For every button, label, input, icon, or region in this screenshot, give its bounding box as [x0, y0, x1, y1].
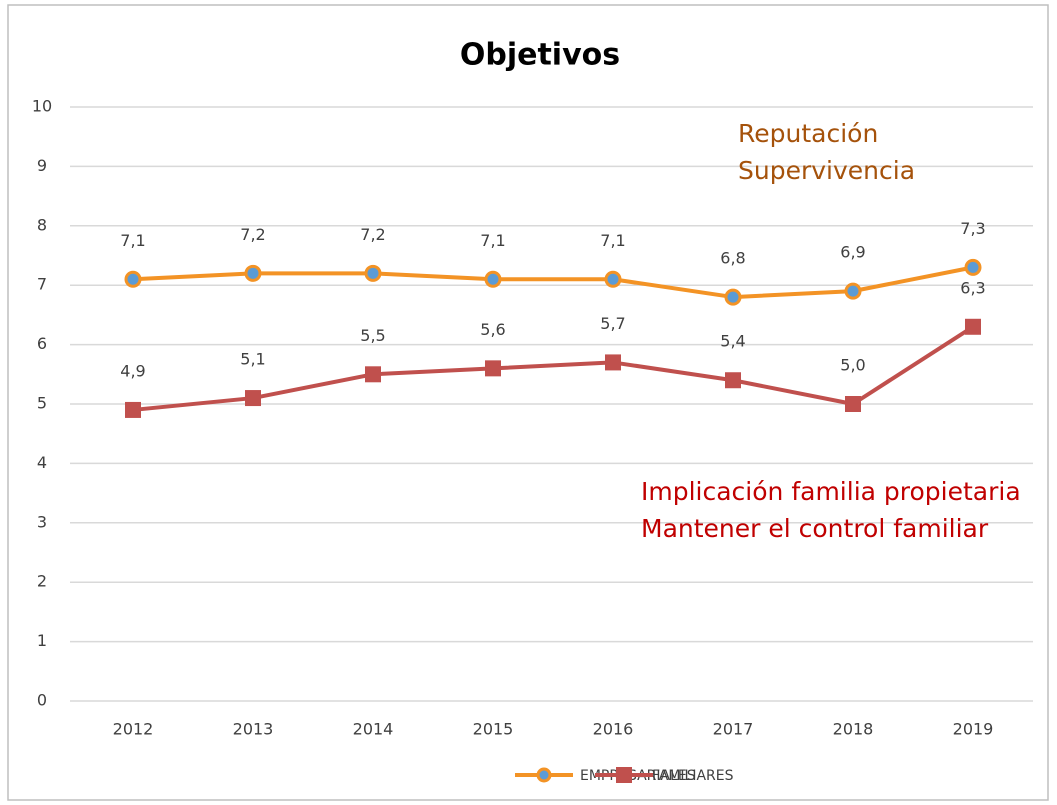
x-tick-label: 2016 — [593, 720, 634, 739]
legend-label: FAMILIARES — [652, 768, 734, 784]
legend-marker — [616, 767, 632, 783]
marker — [605, 354, 621, 371]
data-label: 6,3 — [960, 278, 985, 297]
marker — [244, 264, 262, 282]
x-tick-label: 2013 — [233, 720, 274, 739]
marker — [845, 396, 861, 412]
marker — [964, 258, 982, 276]
data-label: 5,4 — [720, 332, 745, 351]
x-tick-label: 2019 — [953, 720, 994, 739]
marker — [484, 270, 502, 288]
data-label: 6,8 — [720, 249, 745, 268]
marker — [965, 318, 981, 335]
marker — [364, 264, 382, 282]
annotation: Supervivencia — [738, 156, 915, 185]
data-label: 7,1 — [480, 231, 505, 250]
data-label: 5,0 — [840, 356, 865, 375]
y-tick-label: 3 — [37, 512, 47, 531]
y-tick-label: 10 — [32, 97, 52, 116]
y-tick-label: 0 — [37, 691, 47, 710]
annotation: Implicación familia propietaria — [641, 477, 1021, 506]
y-tick-label: 2 — [37, 572, 47, 591]
data-label: 5,7 — [600, 314, 625, 333]
chart-title: Objetivos — [460, 38, 620, 73]
data-label: 6,9 — [840, 243, 865, 262]
chart-border — [7, 4, 1049, 801]
data-label: 7,1 — [120, 231, 145, 250]
data-label: 5,1 — [240, 350, 265, 369]
marker — [725, 372, 741, 389]
x-tick-label: 2014 — [353, 720, 394, 739]
x-tick-label: 2012 — [113, 720, 154, 739]
marker — [604, 270, 622, 288]
marker — [844, 282, 862, 300]
series-line — [132, 265, 974, 300]
annotation: Reputación — [738, 119, 878, 148]
data-label: 7,3 — [960, 219, 985, 238]
marker — [485, 360, 501, 377]
x-tick-label: 2015 — [473, 720, 514, 739]
y-tick-label: 7 — [37, 275, 47, 294]
data-label: 5,5 — [360, 326, 385, 345]
annotation: Mantener el control familiar — [641, 514, 989, 543]
y-tick-label: 6 — [37, 334, 47, 353]
y-tick-label: 4 — [37, 453, 47, 472]
legend-marker — [536, 767, 552, 783]
marker — [245, 390, 261, 407]
data-label: 7,2 — [240, 225, 265, 244]
data-label: 5,6 — [480, 320, 505, 339]
y-tick-label: 8 — [37, 215, 47, 234]
marker — [365, 366, 381, 383]
series-line — [132, 325, 975, 412]
marker — [125, 401, 141, 418]
y-tick-label: 9 — [37, 156, 47, 175]
y-tick-label: 1 — [37, 631, 47, 650]
x-tick-label: 2018 — [833, 720, 874, 739]
y-tick-label: 5 — [37, 394, 47, 413]
x-tick-label: 2017 — [713, 720, 754, 739]
data-label: 4,9 — [120, 361, 145, 380]
marker — [724, 288, 742, 306]
data-label: 7,1 — [600, 231, 625, 250]
marker — [124, 270, 142, 288]
data-label: 7,2 — [360, 225, 385, 244]
